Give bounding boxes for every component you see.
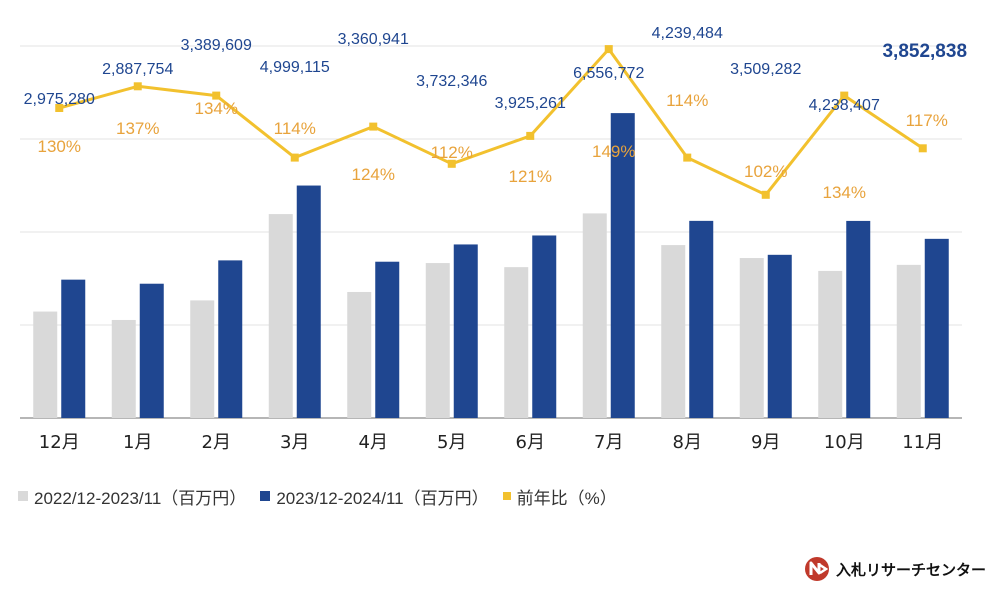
- bar-prev-year: [504, 267, 529, 418]
- ratio-label: 114%: [274, 119, 316, 138]
- bar-current-year: [453, 244, 478, 418]
- chart-canvas: 12月 1月 2月 3月 4月 5月 6月 7月 8月 9月 10月 11月 2,975,280 2,8…: [20, 25, 967, 453]
- bar-current-year: [532, 235, 557, 418]
- x-tick-label: 7月: [594, 432, 623, 453]
- ratio-point: [761, 190, 770, 199]
- ratio-labels: 130% 137% 134% 114% 124% 112% 121% 149% 114% 102%…: [38, 91, 948, 202]
- x-tick-label: 10月: [824, 432, 865, 453]
- x-tick-label: 12月: [39, 432, 80, 453]
- ratio-label: 137%: [116, 119, 159, 138]
- bar-value-label: 2,975,280: [24, 91, 95, 108]
- ratio-point: [133, 82, 142, 91]
- bar-current-year: [218, 260, 243, 418]
- legend-item-ratio: 前年比（%）: [502, 484, 617, 509]
- bars: [33, 113, 949, 418]
- bar-value-label: 4,999,115: [260, 59, 330, 76]
- ratio-label: 130%: [38, 137, 81, 156]
- bar-current-year: [139, 283, 164, 418]
- ratio-label: 117%: [906, 111, 948, 130]
- legend-item-prev-year: 2022/12-2023/11（百万円）: [18, 484, 246, 509]
- bar-current-year: [767, 254, 792, 418]
- x-tick-label: 11月: [902, 432, 943, 453]
- legend-swatch-prev-year: [18, 491, 28, 501]
- bar-value-label: 3,509,282: [730, 61, 801, 78]
- bar-prev-year: [33, 311, 58, 418]
- bar-value-label: 2,887,754: [102, 61, 173, 78]
- ratio-label: 134%: [195, 99, 238, 118]
- legend-item-current-year: 2023/12-2024/11（百万円）: [260, 484, 489, 509]
- brand-logo: 入札リサーチセンター: [804, 556, 986, 582]
- x-tick-label: 6月: [516, 432, 545, 453]
- legend-label-prev-year: 2022/12-2023/11（百万円）: [34, 488, 247, 508]
- ratio-point: [604, 45, 613, 54]
- bar-prev-year: [896, 264, 921, 418]
- x-tick-label: 1月: [123, 432, 152, 453]
- bar-prev-year: [582, 213, 607, 418]
- ratio-point: [290, 153, 299, 162]
- x-tick-label: 8月: [673, 432, 702, 453]
- bar-prev-year: [111, 319, 136, 418]
- bar-value-label: 3,925,261: [495, 95, 566, 112]
- bar-current-year: [375, 261, 400, 418]
- bar-prev-year: [268, 214, 293, 418]
- ratio-label: 134%: [823, 183, 866, 202]
- ratio-point: [526, 131, 535, 140]
- ratio-line-path: [58, 47, 924, 197]
- x-tick-labels: 12月 1月 2月 3月 4月 5月 6月 7月 8月 9月 10月 11月: [39, 432, 943, 453]
- legend: 2022/12-2023/11（百万円） 2023/12-2024/11（百万円…: [18, 484, 631, 508]
- x-tick-label: 5月: [437, 432, 466, 453]
- bar-prev-year: [739, 258, 764, 418]
- ratio-label: 102%: [744, 162, 787, 181]
- ratio-point: [918, 144, 927, 153]
- bar-value-label: 3,389,609: [181, 37, 252, 54]
- legend-swatch-current-year: [260, 491, 271, 501]
- bar-current-year: [924, 238, 949, 418]
- ratio-label: 124%: [352, 165, 395, 184]
- legend-swatch-ratio: [502, 492, 511, 500]
- gridlines: [20, 45, 962, 419]
- bar-prev-year: [347, 291, 372, 418]
- bar-prev-year: [818, 270, 843, 418]
- ratio-point: [840, 91, 849, 100]
- bar-current-year: [846, 220, 871, 418]
- ratio-point: [55, 104, 64, 112]
- bar-value-label: 4,238,407: [809, 97, 880, 114]
- ratio-point: [447, 159, 456, 168]
- bar-current-year: [61, 279, 86, 418]
- brand-name: 入札リサーチセンター: [836, 560, 987, 579]
- bar-value-labels: 2,975,280 2,887,754 3,389,609 4,999,115 3,36…: [24, 25, 967, 114]
- ratio-label: 121%: [509, 167, 552, 186]
- bar-value-label: 3,360,941: [338, 31, 409, 48]
- bar-prev-year: [190, 300, 215, 418]
- bar-prev-year: [661, 245, 686, 418]
- ratio-point: [683, 153, 692, 162]
- ratio-line: [55, 45, 927, 199]
- bar-current-year: [610, 113, 635, 418]
- bar-value-label: 3,852,838: [882, 41, 967, 62]
- legend-label-ratio: 前年比（%）: [516, 488, 617, 508]
- legend-label-current-year: 2023/12-2024/11（百万円）: [276, 488, 489, 508]
- bar-current-year: [689, 220, 714, 418]
- ratio-point: [369, 122, 378, 131]
- x-tick-label: 2月: [202, 432, 231, 453]
- ratio-point: [212, 91, 221, 100]
- bar-prev-year: [425, 263, 450, 418]
- bar-value-label: 3,732,346: [416, 73, 487, 90]
- ratio-label: 149%: [592, 142, 635, 161]
- x-tick-label: 9月: [751, 432, 780, 453]
- bar-value-label: 6,556,772: [573, 65, 644, 82]
- bar-current-year: [296, 185, 321, 418]
- brand-logo-icon: [805, 557, 829, 581]
- x-tick-label: 3月: [280, 432, 309, 453]
- ratio-label: 112%: [431, 143, 473, 162]
- ratio-label: 114%: [666, 91, 708, 110]
- bar-value-label: 4,239,484: [652, 25, 723, 42]
- x-tick-label: 4月: [359, 432, 388, 453]
